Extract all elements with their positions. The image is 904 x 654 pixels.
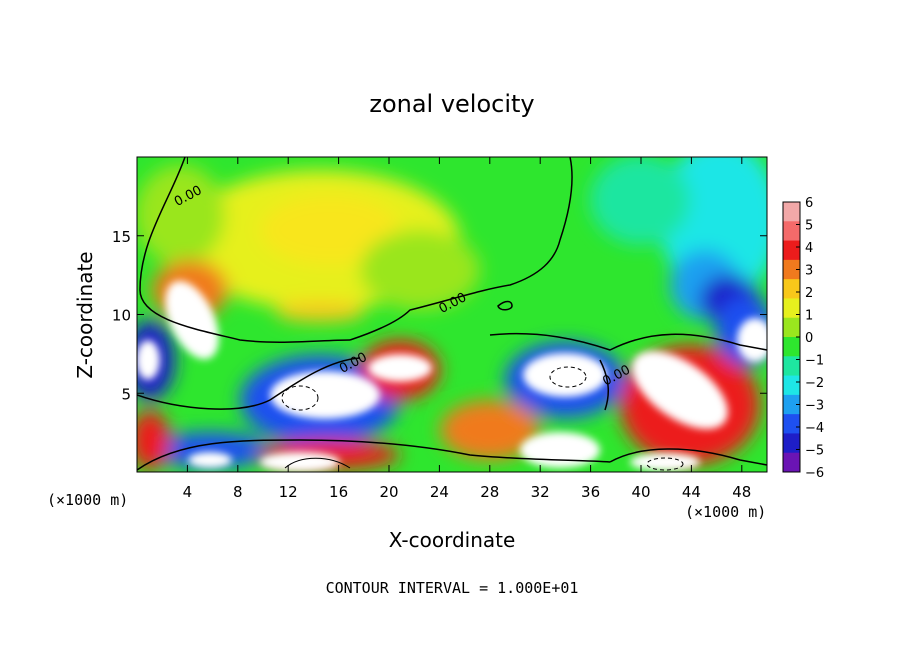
colorbar-swatch xyxy=(783,375,800,396)
x-tick-label: 28 xyxy=(480,483,499,501)
y-tick-label: 15 xyxy=(112,228,131,246)
colorbar-swatch xyxy=(783,452,800,473)
y-tick-label: 5 xyxy=(121,385,131,403)
x-tick-label: 24 xyxy=(430,483,449,501)
colorbar-swatch xyxy=(783,317,800,338)
colorbar-swatch xyxy=(783,202,800,222)
x-tick-label: 8 xyxy=(233,483,243,501)
x-unit-right: (×1000 m) xyxy=(685,503,766,521)
colorbar-tick-label: 1 xyxy=(805,309,813,324)
x-tick-label: 36 xyxy=(581,483,600,501)
x-tick-label: 48 xyxy=(732,483,751,501)
x-unit-left: (×1000 m) xyxy=(47,491,128,509)
x-tick-label: 4 xyxy=(183,483,193,501)
x-tick-label: 40 xyxy=(631,483,650,501)
chart-title: zonal velocity xyxy=(369,90,534,118)
x-tick-label: 16 xyxy=(329,483,348,501)
colorbar-tick-label: −6 xyxy=(805,466,824,481)
colorbar-swatch xyxy=(783,279,800,299)
colorbar-swatch xyxy=(783,298,800,319)
contour-interval-text: CONTOUR INTERVAL = 1.000E+01 xyxy=(326,579,579,597)
colorbar-tick-label: −2 xyxy=(805,376,824,391)
colorbar-swatch xyxy=(783,259,800,280)
colorbar-tick-label: 2 xyxy=(805,286,813,301)
x-tick-label: 20 xyxy=(379,483,398,501)
heatmap-field xyxy=(137,157,767,472)
colorbar-tick-label: 6 xyxy=(805,196,813,211)
colorbar-swatch xyxy=(783,414,800,434)
colorbar-tick-label: 5 xyxy=(805,219,813,234)
colorbar-swatch xyxy=(783,394,800,415)
x-tick-label: 12 xyxy=(279,483,298,501)
x-axis: 4 8 12 16 20 24 28 32 36 40 44 48 xyxy=(183,157,751,501)
x-tick-label: 44 xyxy=(682,483,701,501)
x-tick-label: 32 xyxy=(531,483,550,501)
y-axis-label: Z-coordinate xyxy=(73,251,97,378)
colorbar-swatch xyxy=(783,433,800,454)
colorbar: 6 5 4 3 2 1 0 −1 −2 −3 −4 −5 −6 xyxy=(782,196,824,481)
colorbar-swatch xyxy=(783,240,800,261)
y-axis: 5 10 15 xyxy=(112,228,767,403)
colorbar-tick-label: −4 xyxy=(805,421,824,436)
colorbar-swatch xyxy=(783,356,800,377)
colorbar-swatch xyxy=(783,337,800,357)
colorbar-tick-label: −5 xyxy=(805,444,824,459)
colorbar-tick-label: 0 xyxy=(805,331,813,346)
colorbar-tick-label: −1 xyxy=(805,354,824,369)
x-axis-label: X-coordinate xyxy=(389,528,516,552)
colorbar-tick-label: 3 xyxy=(805,264,813,279)
colorbar-swatch xyxy=(783,221,800,242)
colorbar-tick-label: −3 xyxy=(805,399,824,414)
y-tick-label: 10 xyxy=(112,307,131,325)
colorbar-tick-label: 4 xyxy=(805,241,813,256)
